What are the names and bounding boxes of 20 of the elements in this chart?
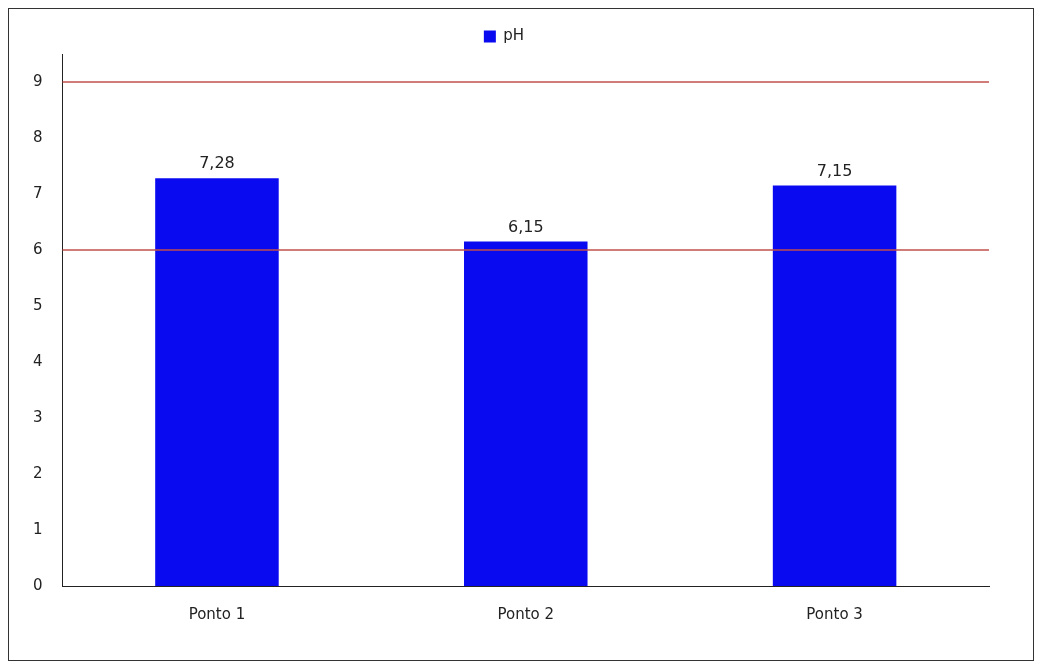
y-tick-label: 8 <box>33 127 43 146</box>
bar <box>155 178 279 586</box>
text: 6,15 <box>507 216 544 236</box>
y-tick-label: 5 <box>33 295 43 314</box>
bar <box>464 241 588 586</box>
x-tick-label: Ponto 3 <box>806 604 863 623</box>
y-tick-label: 0 <box>33 575 43 594</box>
y-tick-label: 6 <box>33 239 43 258</box>
y-tick-label: 7 <box>33 183 43 202</box>
bar <box>772 185 897 586</box>
y-tick-label: 4 <box>33 351 43 370</box>
y-tick-label: 3 <box>33 407 43 426</box>
y-tick-label: 2 <box>33 463 43 482</box>
legend-label: pH <box>503 26 525 45</box>
x-tick-label: Ponto 2 <box>497 604 555 623</box>
text: 7,28 <box>199 153 235 173</box>
text: 7,15 <box>816 160 853 180</box>
y-tick-label: 9 <box>33 71 43 90</box>
x-tick-label: Ponto 1 <box>188 604 246 623</box>
y-tick-label: 1 <box>33 519 43 538</box>
